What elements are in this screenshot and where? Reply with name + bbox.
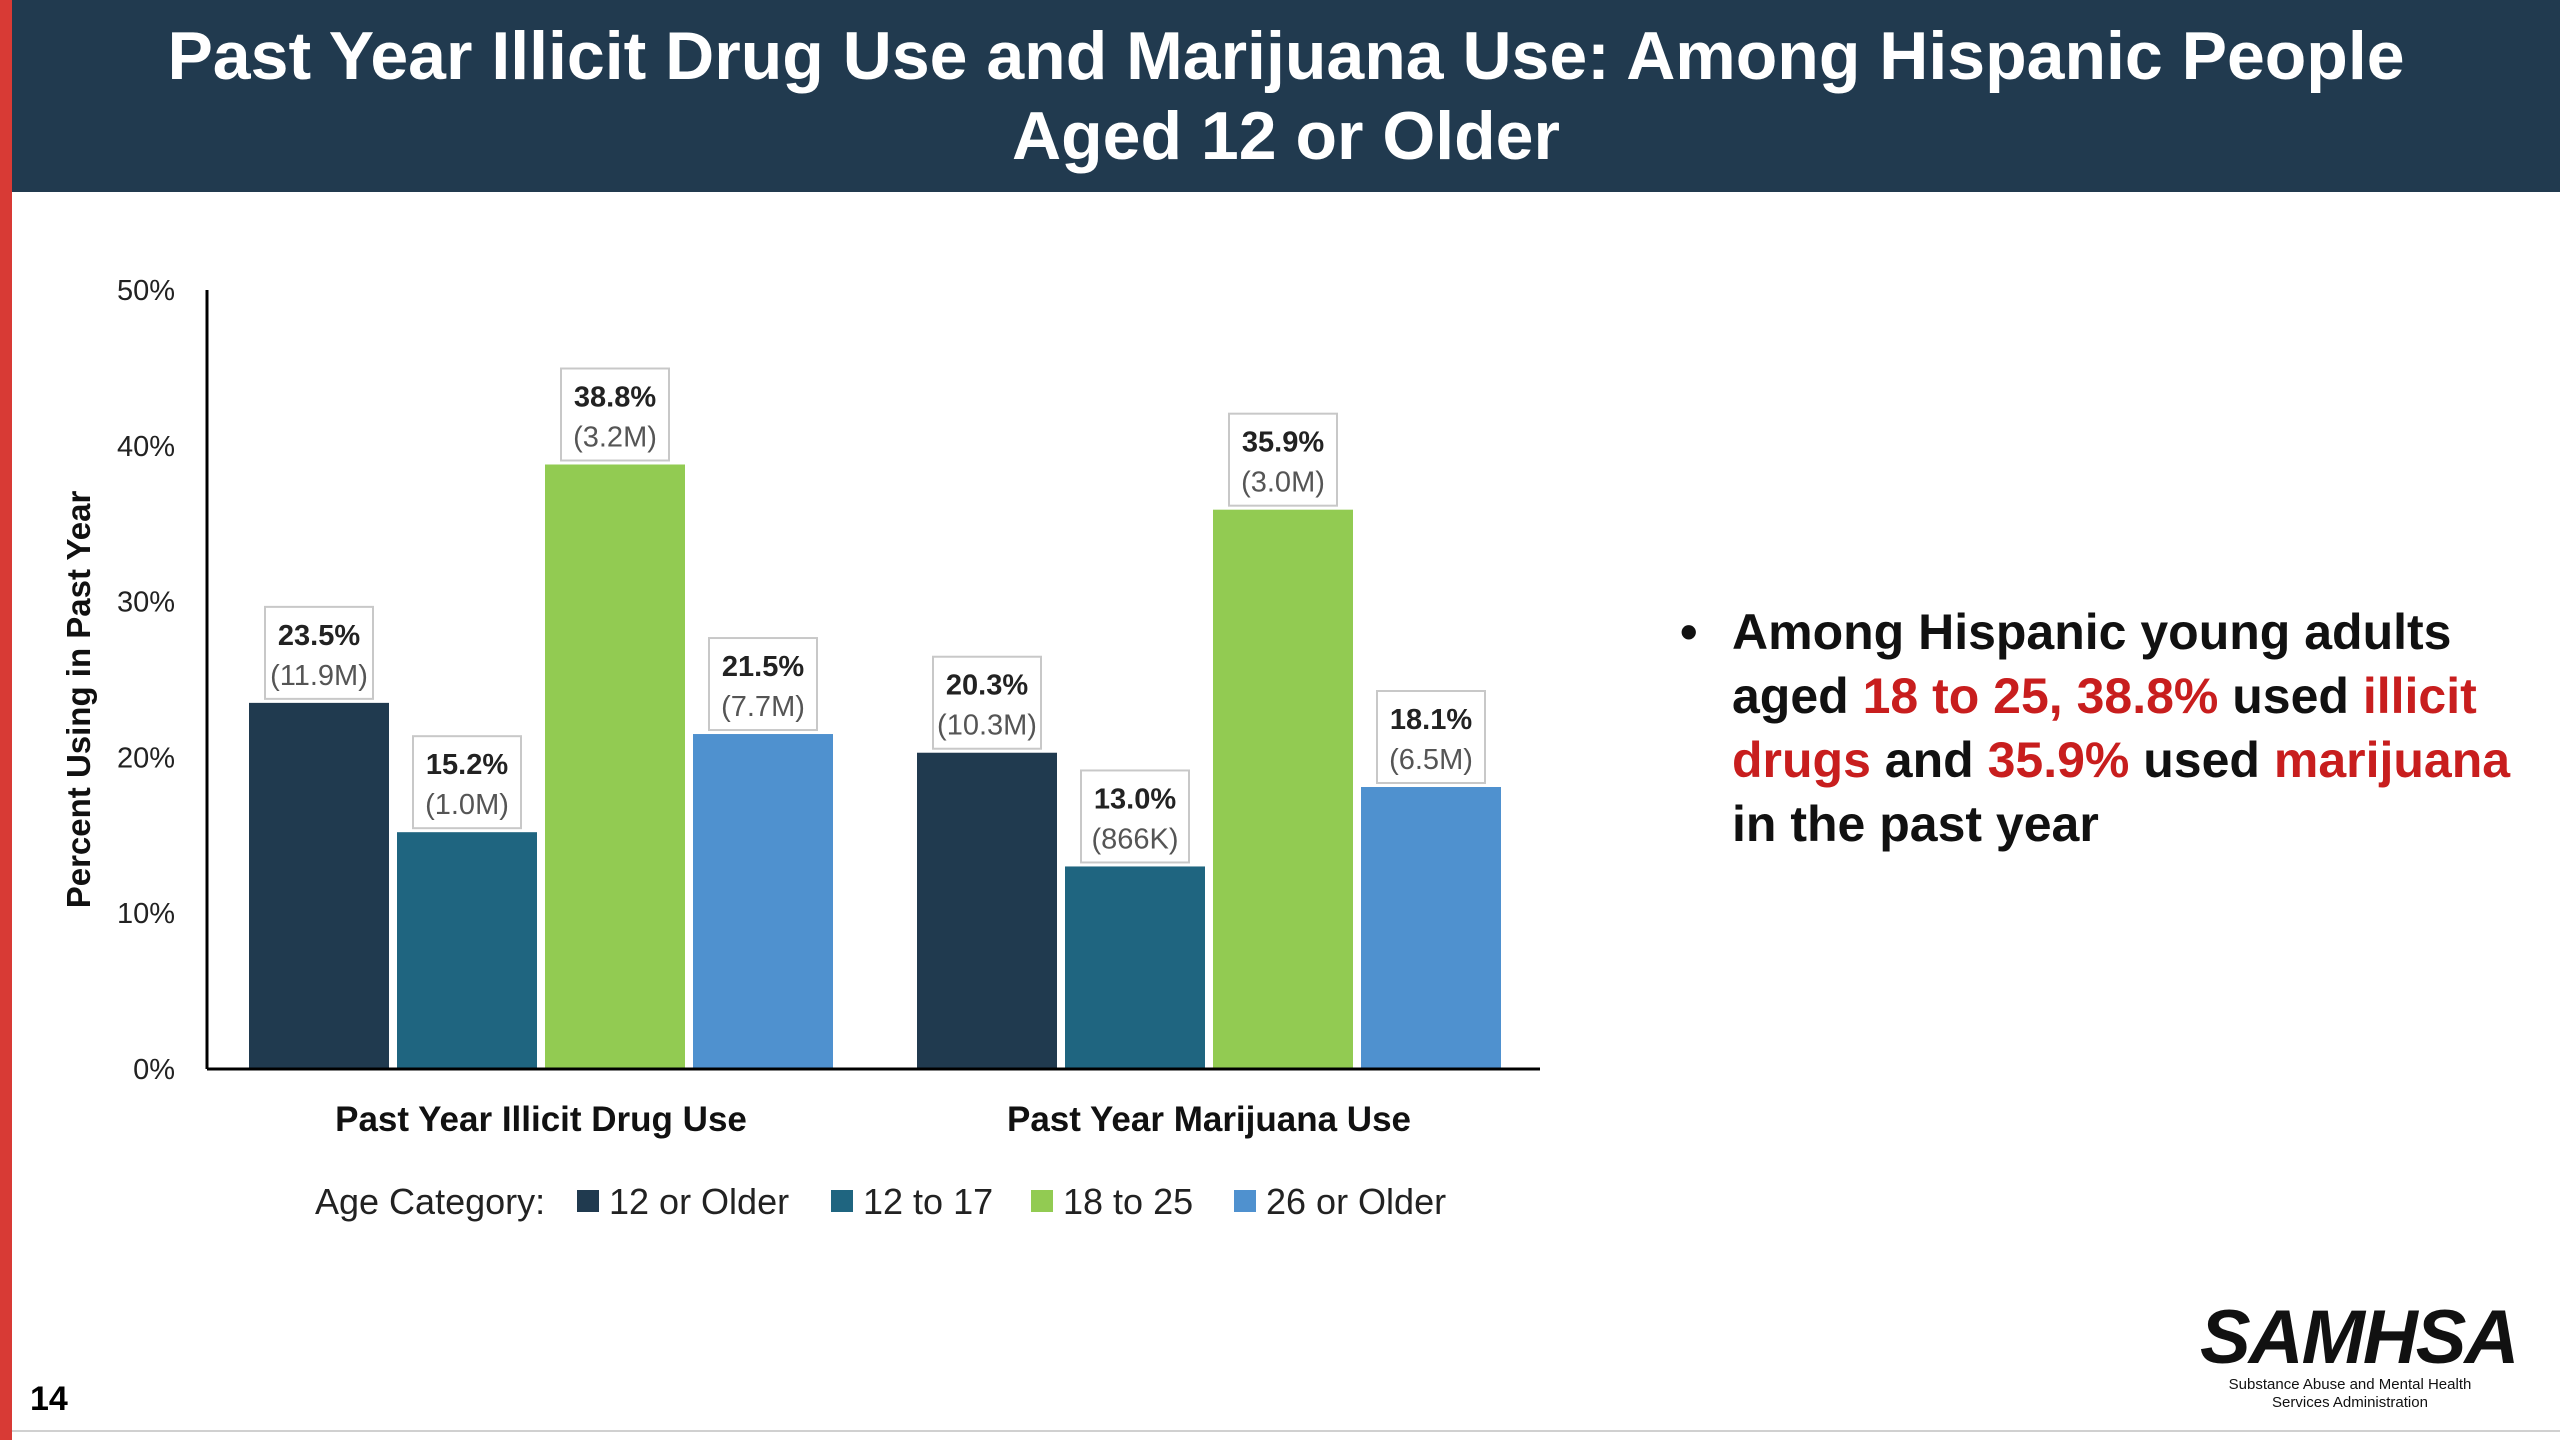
data-label-value: 15.2% [426, 749, 508, 781]
legend-swatch [1031, 1190, 1053, 1212]
bar [545, 464, 685, 1070]
highlight-illicit-drugs: illicit drugs [1732, 668, 2477, 788]
bar [1213, 509, 1353, 1070]
x-axis-categories: Past Year Illicit Drug Use Past Year Mari… [335, 1100, 1411, 1139]
page-number: 14 [30, 1380, 68, 1418]
data-labels-group: 23.5% (11.9M) 15.2% (1.0M) 38.8% (3.2M) 21.5% (… [264, 367, 1486, 864]
legend: Age Category: 12 or Older 12 to 17 18 to 25… [315, 1181, 1446, 1222]
data-label-box [264, 605, 374, 700]
legend-swatch [831, 1190, 853, 1212]
legend-item-label: 12 to 17 [863, 1181, 993, 1222]
data-label-count: (1.0M) [425, 789, 509, 821]
data-label-value: 21.5% [722, 651, 804, 683]
highlight-marijuana-pct: 35.9% [1987, 732, 2130, 788]
data-label-count: (3.0M) [1241, 467, 1325, 499]
bar [1065, 866, 1205, 1069]
key-finding-bullet: • Among Hispanic young adults aged 18 to… [1680, 600, 2520, 856]
x-category-label: Past Year Marijuana Use [1007, 1100, 1411, 1139]
y-tick-label: 50% [117, 275, 175, 307]
data-label-box [1080, 769, 1190, 864]
data-label-count: (3.2M) [573, 421, 657, 453]
legend-swatch [577, 1190, 599, 1212]
samhsa-logo: SAMHSA Substance Abuse and Mental Health… [2200, 1295, 2519, 1412]
data-label-value: 18.1% [1390, 704, 1472, 736]
bar [693, 734, 833, 1069]
legend-title: Age Category: [315, 1181, 545, 1222]
bar [917, 752, 1057, 1069]
bar [397, 832, 537, 1069]
data-label-count: (7.7M) [721, 691, 805, 723]
data-label-count: (10.3M) [937, 710, 1037, 742]
y-tick-label: 0% [133, 1054, 175, 1086]
data-label-box [1376, 690, 1486, 785]
data-label-box [708, 637, 818, 732]
bar [249, 702, 389, 1069]
legend-item-label: 12 or Older [609, 1181, 789, 1222]
bullet-text: Among Hispanic young adults aged 18 to 2… [1732, 604, 2511, 852]
x-category-label: Past Year Illicit Drug Use [335, 1100, 747, 1139]
bars-group [249, 464, 1501, 1070]
data-label-value: 20.3% [946, 670, 1028, 702]
left-accent-stripe [0, 0, 12, 1440]
logo-subtitle: Substance Abuse and Mental Health Servic… [2228, 1376, 2472, 1411]
data-label-box [932, 655, 1042, 750]
bar-chart: 0% 10% 20% 30% 40% 50% Percent Using in Past … [60, 275, 1540, 1222]
highlight-age-pct: 18 to 25, 38.8% [1862, 668, 2219, 724]
y-tick-label: 20% [117, 742, 175, 774]
data-label-count: (11.9M) [270, 660, 368, 692]
data-label-count: (6.5M) [1389, 744, 1473, 776]
legend-item-label: 26 or Older [1266, 1181, 1446, 1222]
data-label-value: 35.9% [1242, 427, 1324, 459]
data-label-value: 23.5% [278, 620, 360, 652]
data-label-value: 13.0% [1094, 783, 1176, 815]
slide-title: Past Year Illicit Drug Use and Marijuana… [167, 18, 2405, 174]
y-tick-label: 30% [117, 587, 175, 619]
y-tick-label: 10% [117, 898, 175, 930]
logo-wordmark: SAMHSA [2200, 1295, 2519, 1380]
data-label-box [412, 735, 522, 830]
y-axis-label: Percent Using in Past Year [60, 491, 97, 909]
data-label-box [560, 367, 670, 462]
highlight-marijuana: marijuana [2273, 732, 2511, 788]
slide-header: Past Year Illicit Drug Use and Marijuana… [12, 0, 2560, 192]
y-axis-ticks: 0% 10% 20% 30% 40% 50% [117, 275, 175, 1086]
bottom-divider [12, 1430, 2560, 1432]
legend-swatch [1234, 1190, 1256, 1212]
data-label-value: 38.8% [574, 381, 656, 413]
y-tick-label: 40% [117, 431, 175, 463]
data-label-count: (866K) [1091, 823, 1178, 855]
bar [1361, 787, 1501, 1069]
legend-item-label: 18 to 25 [1063, 1181, 1193, 1222]
data-label-box [1228, 412, 1338, 507]
bullet-icon: • [1680, 604, 1698, 660]
